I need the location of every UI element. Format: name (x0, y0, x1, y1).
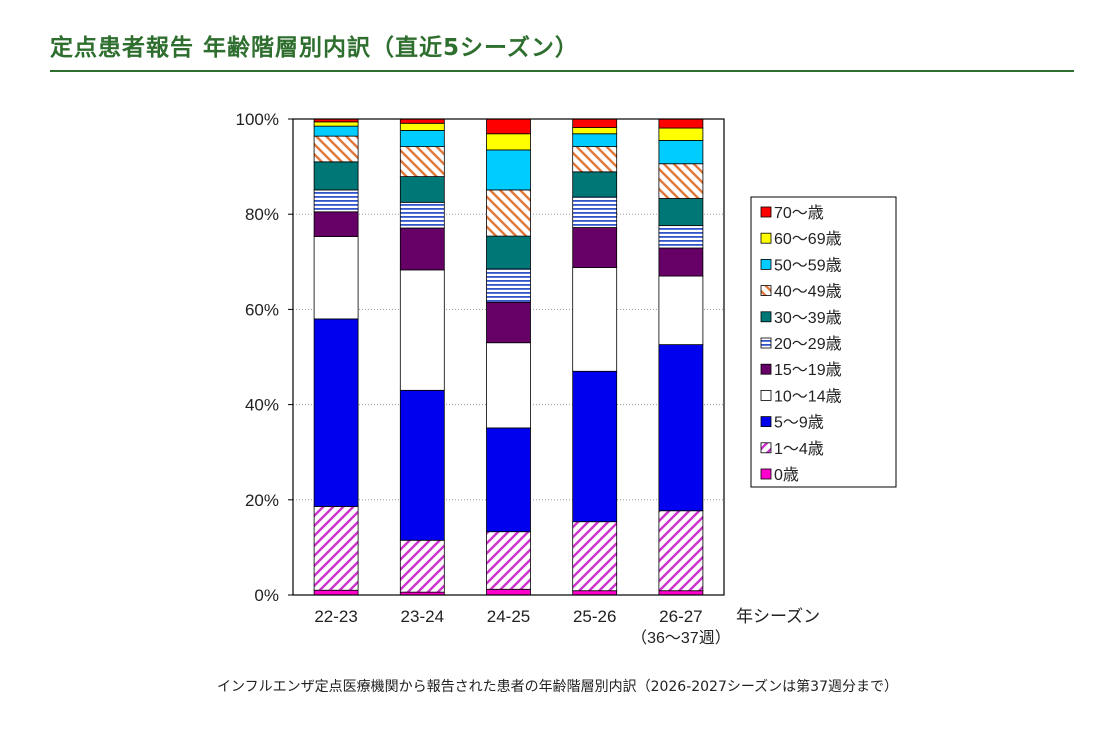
bar-segment (486, 342, 531, 429)
title-divider (50, 70, 1074, 72)
y-tick-label: 60% (245, 300, 279, 319)
bar-segment (399, 130, 445, 148)
x-tick-label: 22-23 (314, 607, 357, 626)
legend-swatch (760, 442, 772, 454)
legend-label: 30～39歳 (774, 309, 842, 327)
bar-segment (658, 344, 704, 512)
bar-segment (486, 531, 531, 590)
bar-segment (658, 225, 704, 249)
bar-segment (399, 269, 445, 391)
bar-segment (313, 318, 359, 507)
y-tick-label: 0% (254, 586, 279, 605)
bar-segment (658, 247, 704, 277)
legend-swatch (760, 337, 772, 349)
legend-label: 60～69歳 (774, 230, 842, 248)
bar-segment (399, 539, 445, 593)
plot-frame (292, 118, 725, 596)
legend-label: 20～29歳 (774, 335, 842, 353)
y-tick-label: 80% (245, 205, 279, 224)
bar-segment (313, 121, 359, 127)
legend-label: 5～9歳 (774, 414, 824, 432)
x-tick-label: 26-27 (659, 607, 702, 626)
legend-swatch (760, 206, 772, 218)
bar-segment (486, 189, 531, 237)
bar-segment (313, 211, 359, 237)
legend-label: 40～49歳 (774, 283, 842, 301)
legend-swatch (760, 285, 772, 297)
bar-segment (313, 135, 359, 163)
bar-segment (658, 275, 704, 346)
y-tick-label: 40% (245, 396, 279, 415)
bar-segment (313, 506, 359, 591)
bar-segment (399, 176, 445, 203)
bar-segment (572, 118, 618, 128)
legend-swatch (760, 258, 772, 270)
x-tick-label: 24-25 (487, 607, 530, 626)
bar-segment (572, 590, 618, 596)
y-tick-label: 100% (236, 110, 279, 129)
bar-segment (399, 146, 445, 177)
legend-swatch (760, 232, 772, 244)
bar-segment (572, 133, 618, 148)
bar-segment (658, 127, 704, 141)
x-tick-sublabel: （36～37週） (631, 629, 731, 647)
legend-label: 70～歳 (774, 204, 824, 222)
x-axis-label: 年シーズン (736, 607, 820, 626)
bar-segment (658, 163, 704, 199)
bar-segment (399, 118, 445, 124)
bar-segment (658, 510, 704, 592)
bar-segment (486, 268, 531, 303)
bar-segment (572, 521, 618, 592)
bar-segment (399, 227, 445, 271)
y-tick-label: 20% (245, 491, 279, 510)
legend-label: 15～19歳 (774, 361, 842, 379)
bar-segment (658, 590, 704, 596)
bar-segment (486, 235, 531, 270)
chart-caption: インフルエンザ定点医療機関から報告された患者の年齢階層別内訳（2026-2027… (216, 679, 898, 695)
bar-segment (313, 236, 359, 320)
bar-segment (399, 122, 445, 131)
bar-segment (486, 301, 531, 344)
bar-segment (658, 140, 704, 165)
bar-segment (572, 267, 618, 372)
legend-label: 0歳 (774, 466, 799, 484)
bar-segment (572, 227, 618, 268)
bar-segment (658, 198, 704, 227)
bar-segment (572, 127, 618, 135)
legend-swatch (760, 311, 772, 323)
legend-box (750, 196, 897, 488)
chart-legend: 70～歳 60～69歳 50～59歳 40～49歳 30～39歳 20～29歳 15～19歳… (750, 196, 897, 488)
bar-segment (658, 118, 704, 129)
bar-segment (399, 201, 445, 229)
bar-segment (572, 196, 618, 228)
bar-segment (486, 149, 531, 191)
bar-segment (486, 588, 531, 596)
legend-swatch (760, 389, 772, 401)
bar-segment (486, 118, 531, 135)
bar-segment (572, 146, 618, 173)
legend-swatch (760, 468, 772, 480)
page-title: 定点患者報告 年齢階層別内訳（直近5シーズン） (50, 35, 579, 61)
legend-label: 10～14歳 (774, 387, 842, 405)
bar-segment (399, 389, 445, 541)
bar-segment (572, 171, 618, 198)
bar-segment (313, 125, 359, 137)
bar-segment (486, 427, 531, 533)
age-breakdown-chart: 0% 20% 40% 60% 80% 100% 22-23 23-24 24-25 25-26 26… (236, 110, 897, 647)
legend-label: 1～4歳 (774, 440, 824, 458)
bar-segment (486, 133, 531, 151)
bar-segment (313, 161, 359, 191)
legend-label: 50～59歳 (774, 256, 842, 274)
legend-swatch (760, 416, 772, 428)
bar-segment (572, 370, 618, 523)
x-tick-label: 25-26 (573, 607, 616, 626)
legend-swatch (760, 363, 772, 375)
x-tick-label: 23-24 (401, 607, 444, 626)
bar-segment (313, 189, 359, 213)
bar-segment (313, 589, 359, 596)
